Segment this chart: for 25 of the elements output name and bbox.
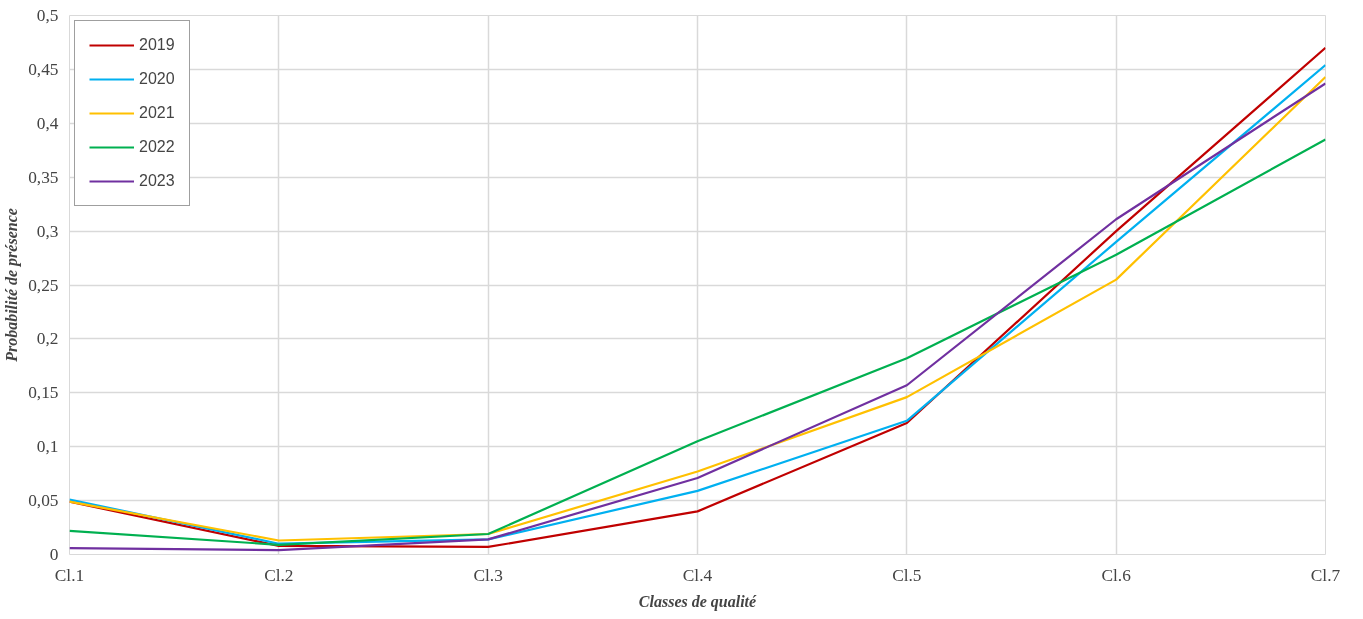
legend-label: 2023 — [139, 172, 175, 190]
y-tick-label: 0,3 — [36, 221, 59, 241]
x-tick-label: Cl.3 — [473, 565, 503, 585]
x-tick-label: Cl.1 — [54, 565, 85, 585]
legend-label: 2022 — [139, 138, 175, 156]
y-tick-label: 0,1 — [36, 437, 59, 457]
x-tick-label: Cl.2 — [264, 565, 294, 585]
y-tick-label: 0,4 — [36, 113, 59, 133]
y-tick-label: 0,25 — [28, 275, 59, 295]
legend-label: 2020 — [139, 70, 175, 88]
y-tick-label: 0,35 — [28, 167, 59, 187]
y-tick-label: 0,05 — [28, 491, 59, 511]
x-tick-label: Cl.6 — [1101, 565, 1132, 585]
y-tick-label: 0,5 — [36, 6, 59, 25]
y-tick-label: 0,15 — [28, 383, 59, 403]
x-tick-label: Cl.4 — [682, 565, 713, 585]
x-tick-label: Cl.7 — [1310, 565, 1341, 585]
x-axis-title: Classes de qualité — [638, 592, 758, 611]
y-axis-title: Probabilité de présence — [3, 208, 22, 363]
x-tick-label: Cl.5 — [892, 565, 922, 585]
y-tick-label: 0,45 — [28, 59, 59, 79]
legend-label: 2019 — [139, 36, 175, 54]
y-tick-label: 0,2 — [36, 329, 59, 349]
y-tick-label: 0 — [49, 545, 59, 564]
legend-label: 2021 — [139, 104, 175, 122]
